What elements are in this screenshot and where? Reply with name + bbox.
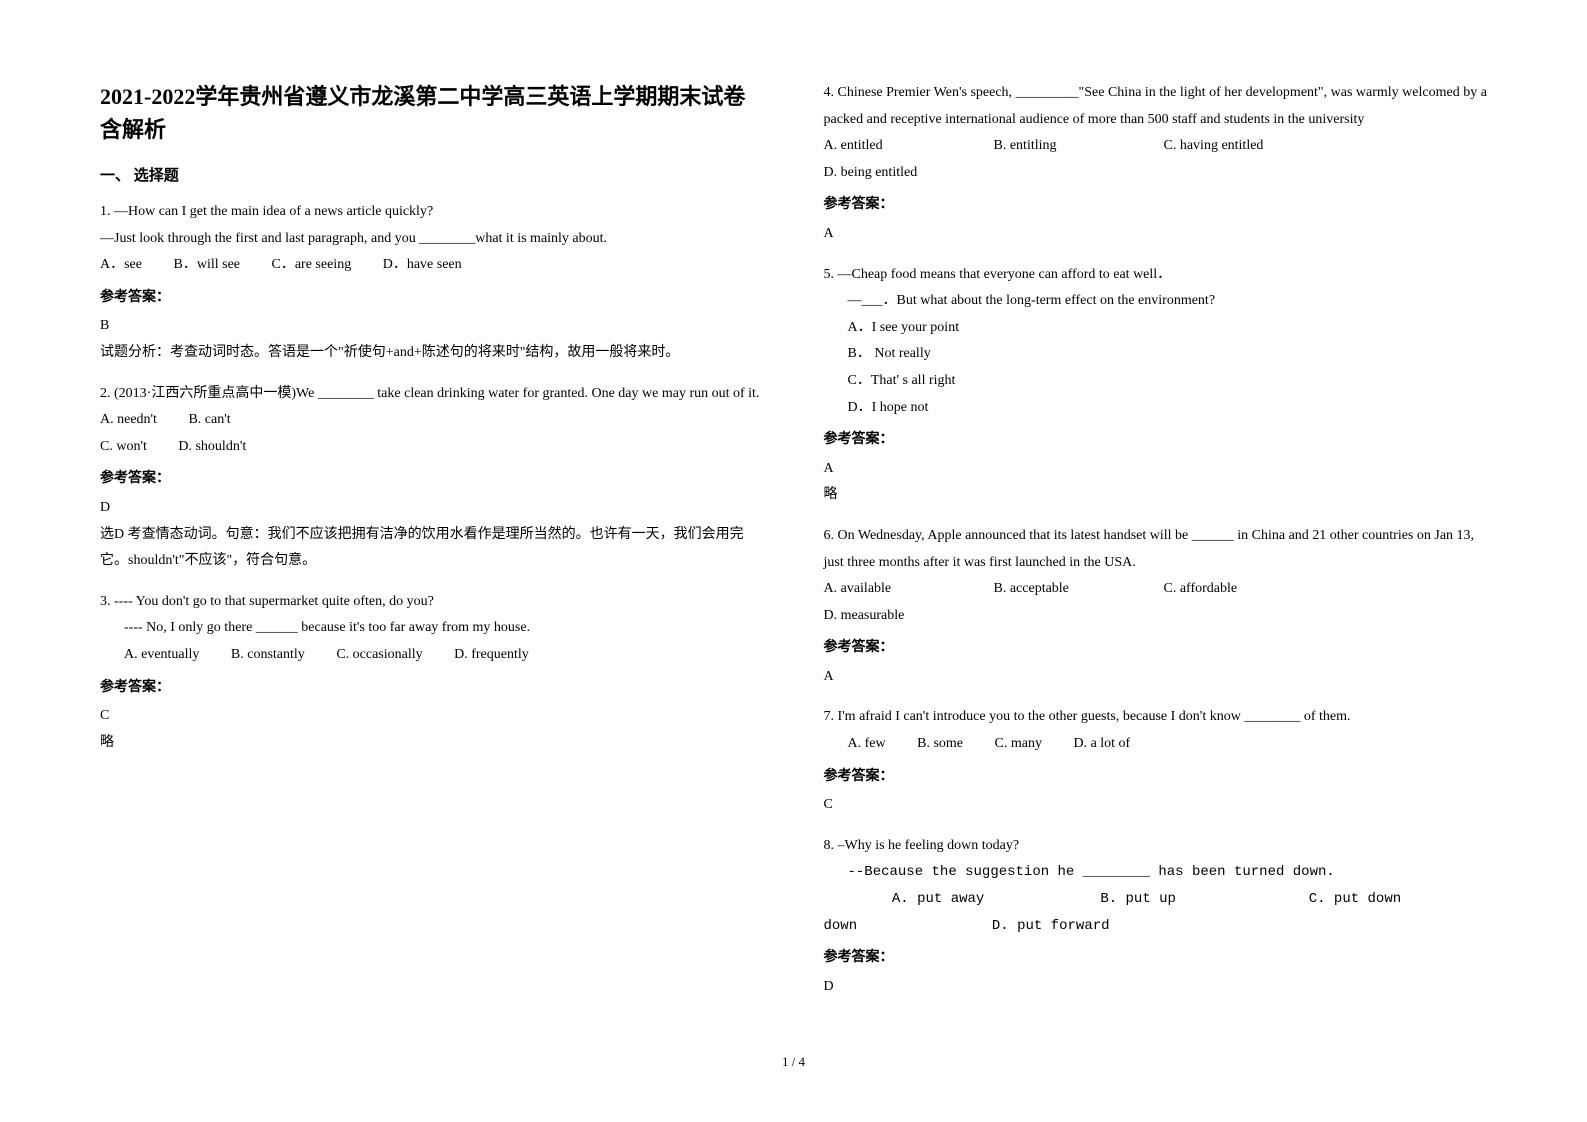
question-5: 5. —Cheap food means that everyone can a… xyxy=(824,262,1488,509)
option-b: B．will see xyxy=(174,252,241,279)
option-c: C. affordable xyxy=(1164,576,1364,603)
option-a: A. eventually xyxy=(124,642,199,669)
option-c: C．That' s all right xyxy=(848,368,1168,395)
option-c: C. occasionally xyxy=(336,642,422,669)
question-text: 8. –Why is he feeling down today? xyxy=(824,833,1488,860)
question-options-cont: down D. put forward xyxy=(824,913,1488,940)
option-b: B. can't xyxy=(188,407,230,434)
question-text: 7. I'm afraid I can't introduce you to t… xyxy=(824,704,1488,731)
question-options: A. needn't B. can't xyxy=(100,407,764,434)
question-text: --Because the suggestion he ________ has… xyxy=(824,859,1488,886)
answer-label: 参考答案： xyxy=(100,675,764,702)
answer-value: C xyxy=(824,792,1488,819)
option-d: D. frequently xyxy=(454,642,529,669)
document-title: 2021-2022学年贵州省遵义市龙溪第二中学高三英语上学期期末试卷含解析 xyxy=(100,80,764,146)
question-1: 1. —How can I get the main idea of a new… xyxy=(100,199,764,367)
answer-value: A xyxy=(824,664,1488,691)
option-d: D．I hope not xyxy=(848,395,1168,422)
section-heading: 一、 选择题 xyxy=(100,164,764,185)
question-3: 3. ---- You don't go to that supermarket… xyxy=(100,589,764,757)
option-b: B. entitling xyxy=(994,133,1164,160)
question-text: ---- No, I only go there ______ because … xyxy=(100,615,764,642)
option-a: A. put away xyxy=(892,886,1092,913)
option-b: B. constantly xyxy=(231,642,305,669)
answer-label: 参考答案： xyxy=(824,427,1488,454)
question-options-row1: A．I see your point B． Not really xyxy=(824,315,1488,368)
option-a: A．I see your point xyxy=(848,315,1168,342)
question-options: A. put away B. put up C. put down xyxy=(824,886,1488,913)
answer-label: 参考答案： xyxy=(824,635,1488,662)
option-d: D. measurable xyxy=(824,603,994,630)
answer-explanation: 选D 考查情态动词。句意：我们不应该把拥有洁净的饮用水看作是理所当然的。也许有一… xyxy=(100,522,764,575)
option-b: B. some xyxy=(917,731,963,758)
question-options: A. available B. acceptable C. affordable… xyxy=(824,576,1488,629)
question-text: —___．But what about the long-term effect… xyxy=(824,288,1488,315)
option-b: B． Not really xyxy=(848,341,1168,368)
page-number: 1 / 4 xyxy=(0,1054,1587,1100)
answer-label: 参考答案： xyxy=(824,192,1488,219)
option-b: B. acceptable xyxy=(994,576,1164,603)
option-d: D. shouldn't xyxy=(178,434,246,461)
option-a: A. few xyxy=(848,731,886,758)
answer-value: A xyxy=(824,221,1488,248)
option-d: D. a lot of xyxy=(1073,731,1130,758)
answer-explanation: 略 xyxy=(824,482,1488,509)
option-d: D. put forward xyxy=(992,918,1110,934)
option-c: C. put down xyxy=(1309,891,1401,907)
question-8: 8. –Why is he feeling down today? --Beca… xyxy=(824,833,1488,1001)
answer-label: 参考答案： xyxy=(824,945,1488,972)
question-text: —Just look through the first and last pa… xyxy=(100,226,764,253)
option-a: A. needn't xyxy=(100,407,157,434)
question-options: A. entitled B. entitling C. having entit… xyxy=(824,133,1488,186)
option-c: C. many xyxy=(995,731,1042,758)
question-options: A. few B. some C. many D. a lot of xyxy=(824,731,1488,758)
answer-label: 参考答案： xyxy=(100,466,764,493)
question-7: 7. I'm afraid I can't introduce you to t… xyxy=(824,704,1488,818)
answer-value: D xyxy=(824,974,1488,1001)
option-c: C. having entitled xyxy=(1164,133,1334,160)
option-a: A. entitled xyxy=(824,133,994,160)
answer-explanation: 略 xyxy=(100,730,764,757)
question-options-row2: C．That' s all right D．I hope not xyxy=(824,368,1488,421)
question-text: 2. (2013·江西六所重点高中一模)We ________ take cle… xyxy=(100,381,764,408)
question-text: 6. On Wednesday, Apple announced that it… xyxy=(824,523,1488,576)
option-c: C．are seeing xyxy=(272,252,352,279)
option-b: B. put up xyxy=(1100,886,1300,913)
answer-value: A xyxy=(824,456,1488,483)
question-6: 6. On Wednesday, Apple announced that it… xyxy=(824,523,1488,691)
answer-explanation: 试题分析：考查动词时态。答语是一个"祈使句+and+陈述句的将来时"结构，故用一… xyxy=(100,340,764,367)
answer-value: C xyxy=(100,703,764,730)
question-options: A．see B．will see C．are seeing D．have see… xyxy=(100,252,764,279)
question-text: 5. —Cheap food means that everyone can a… xyxy=(824,262,1488,289)
answer-label: 参考答案： xyxy=(824,764,1488,791)
question-options: C. won't D. shouldn't xyxy=(100,434,764,461)
question-options: A. eventually B. constantly C. occasiona… xyxy=(100,642,764,669)
question-text: 3. ---- You don't go to that supermarket… xyxy=(100,589,764,616)
option-a: A. available xyxy=(824,576,994,603)
answer-value: D xyxy=(100,495,764,522)
option-c: C. won't xyxy=(100,434,147,461)
question-4: 4. Chinese Premier Wen's speech, _______… xyxy=(824,80,1488,248)
question-2: 2. (2013·江西六所重点高中一模)We ________ take cle… xyxy=(100,381,764,575)
answer-value: B xyxy=(100,313,764,340)
answer-label: 参考答案： xyxy=(100,285,764,312)
option-d: D. being entitled xyxy=(824,160,994,187)
question-text: 1. —How can I get the main idea of a new… xyxy=(100,199,764,226)
option-d: D．have seen xyxy=(383,252,462,279)
option-a: A．see xyxy=(100,252,142,279)
question-text: 4. Chinese Premier Wen's speech, _______… xyxy=(824,80,1488,133)
